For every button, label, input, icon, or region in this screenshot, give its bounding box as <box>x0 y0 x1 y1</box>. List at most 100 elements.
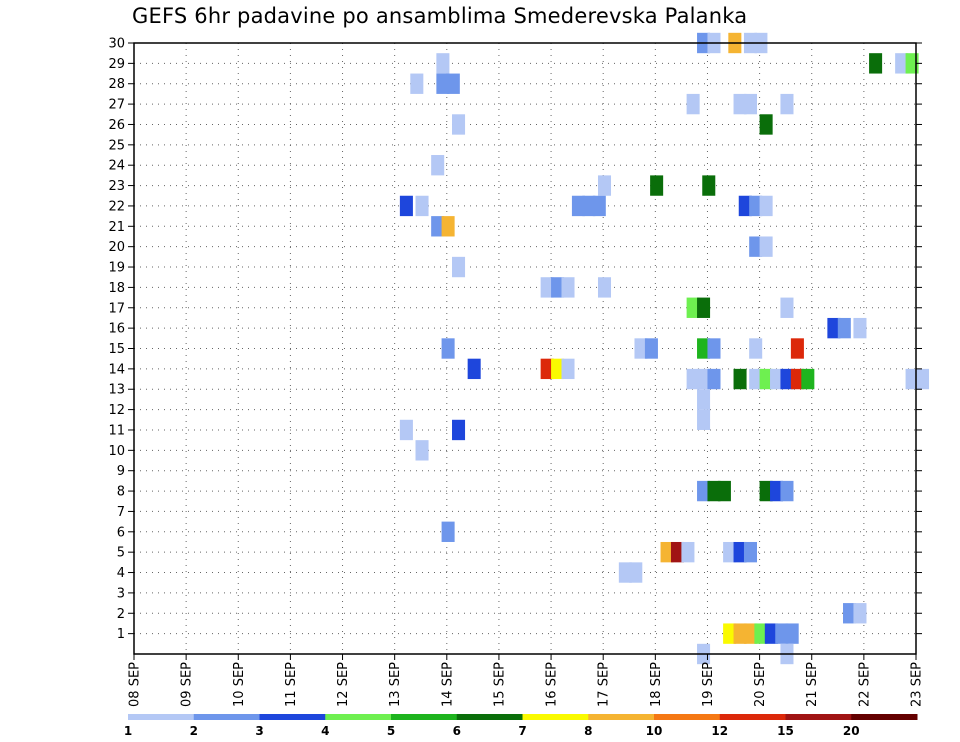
colorbar-segment <box>654 714 721 720</box>
precipitation-cell <box>770 368 784 390</box>
colorbar-label: 7 <box>518 724 526 738</box>
colorbar-label: 6 <box>453 724 461 738</box>
y-tick-label: 28 <box>108 77 125 92</box>
precipitation-cell <box>697 338 711 359</box>
precipitation-cell <box>592 195 606 217</box>
colorbar: 1 2 3 4 5 6 7 8 10 12 15 20 <box>124 714 918 738</box>
precipitation-cell <box>723 623 737 644</box>
y-tick-label: 6 <box>117 525 125 540</box>
precipitation-cell <box>452 256 466 278</box>
precipitation-cell <box>431 216 445 237</box>
x-tick-label: 17 SEP <box>597 662 612 707</box>
precipitation-cell <box>759 480 773 502</box>
precipitation-cell <box>754 623 768 644</box>
y-tick-label: 24 <box>108 159 125 174</box>
precipitation-cell <box>717 480 731 502</box>
x-tick-label: 20 SEP <box>753 662 768 707</box>
y-tick-label: 13 <box>108 383 125 398</box>
precipitation-cell <box>733 93 747 115</box>
precipitation-cell <box>436 53 450 74</box>
precipitation-cell <box>749 338 763 359</box>
precipitation-cell <box>681 541 695 563</box>
y-tick-label: 8 <box>117 485 125 500</box>
precipitation-cells <box>399 32 930 665</box>
chart-title: GEFS 6hr padavine po ansamblima Smederev… <box>132 4 748 28</box>
y-tick-label: 20 <box>108 240 125 255</box>
precipitation-cell <box>618 562 632 583</box>
precipitation-cell <box>697 480 711 502</box>
precipitation-cell <box>697 409 711 430</box>
colorbar-label: 12 <box>711 724 728 738</box>
x-tick-label: 22 SEP <box>857 662 872 707</box>
precipitation-cell <box>790 338 804 359</box>
precipitation-cell <box>759 368 773 390</box>
precipitation-cell <box>743 93 757 115</box>
y-tick-label: 10 <box>108 444 125 459</box>
colorbar-label: 15 <box>777 724 794 738</box>
precipitation-cell <box>723 541 737 563</box>
precipitation-cell <box>916 368 930 390</box>
colorbar-segment <box>128 714 195 720</box>
precipitation-cell <box>733 541 747 563</box>
y-tick-label: 17 <box>108 301 125 316</box>
y-tick-label: 27 <box>108 98 125 113</box>
colorbar-segment <box>193 714 260 720</box>
precipitation-cell <box>749 236 763 257</box>
y-tick-label: 30 <box>108 37 125 52</box>
precipitation-cell <box>670 541 685 563</box>
precipitation-cell <box>759 114 773 135</box>
precipitation-cell <box>644 338 658 359</box>
precipitation-cell <box>895 53 909 74</box>
y-tick-label: 29 <box>108 57 125 72</box>
precipitation-cell <box>686 93 700 115</box>
precipitation-cell <box>743 623 757 644</box>
y-tick-label: 18 <box>108 281 125 296</box>
colorbar-label: 1 <box>124 724 132 738</box>
y-tick-label: 22 <box>108 199 125 214</box>
precipitation-cell <box>843 603 857 624</box>
precipitation-cell <box>597 277 612 298</box>
precipitation-cell <box>452 114 466 135</box>
x-tick-label: 13 SEP <box>388 662 403 707</box>
x-tick-label: 10 SEP <box>232 662 247 707</box>
precipitation-cell <box>441 216 455 237</box>
precipitation-cell <box>853 317 867 339</box>
y-tick-label: 2 <box>117 607 125 622</box>
x-tick-label: 14 SEP <box>440 662 455 707</box>
precipitation-cell <box>597 175 612 196</box>
precipitation-cell <box>441 521 455 542</box>
precipitation-cell <box>399 419 413 441</box>
colorbar-label: 4 <box>321 724 329 738</box>
precipitation-cell <box>759 236 773 257</box>
y-tick-label: 23 <box>108 179 125 194</box>
y-tick-label: 4 <box>117 566 125 581</box>
colorbar-segment <box>391 714 458 720</box>
precipitation-cell <box>410 73 424 94</box>
precipitation-cell <box>764 623 778 644</box>
precipitation-cell <box>733 368 747 390</box>
precipitation-cell <box>415 195 429 217</box>
y-axis: 1234567891011121314151617181920212223242… <box>108 37 922 642</box>
colorbar-segment <box>719 714 786 720</box>
precipitation-cell <box>780 368 794 390</box>
precipitation-cell <box>743 541 757 563</box>
y-tick-label: 12 <box>108 403 125 418</box>
x-tick-label: 12 SEP <box>336 662 351 707</box>
colorbar-segment <box>325 714 392 720</box>
y-tick-label: 11 <box>108 423 125 438</box>
precipitation-cell <box>629 562 643 583</box>
precipitation-cell <box>399 195 413 217</box>
y-tick-label: 1 <box>117 627 125 642</box>
precipitation-cell <box>749 368 763 390</box>
colorbar-label: 3 <box>255 724 263 738</box>
x-tick-label: 16 SEP <box>545 662 560 707</box>
precipitation-cell <box>780 297 794 318</box>
x-tick-label: 19 SEP <box>701 662 716 707</box>
precipitation-cell <box>446 73 460 94</box>
precipitation-cell <box>869 53 883 74</box>
precipitation-cell <box>686 297 700 318</box>
y-tick-label: 19 <box>108 261 125 276</box>
precipitation-cell <box>634 338 648 359</box>
colorbar-segment <box>522 714 589 720</box>
